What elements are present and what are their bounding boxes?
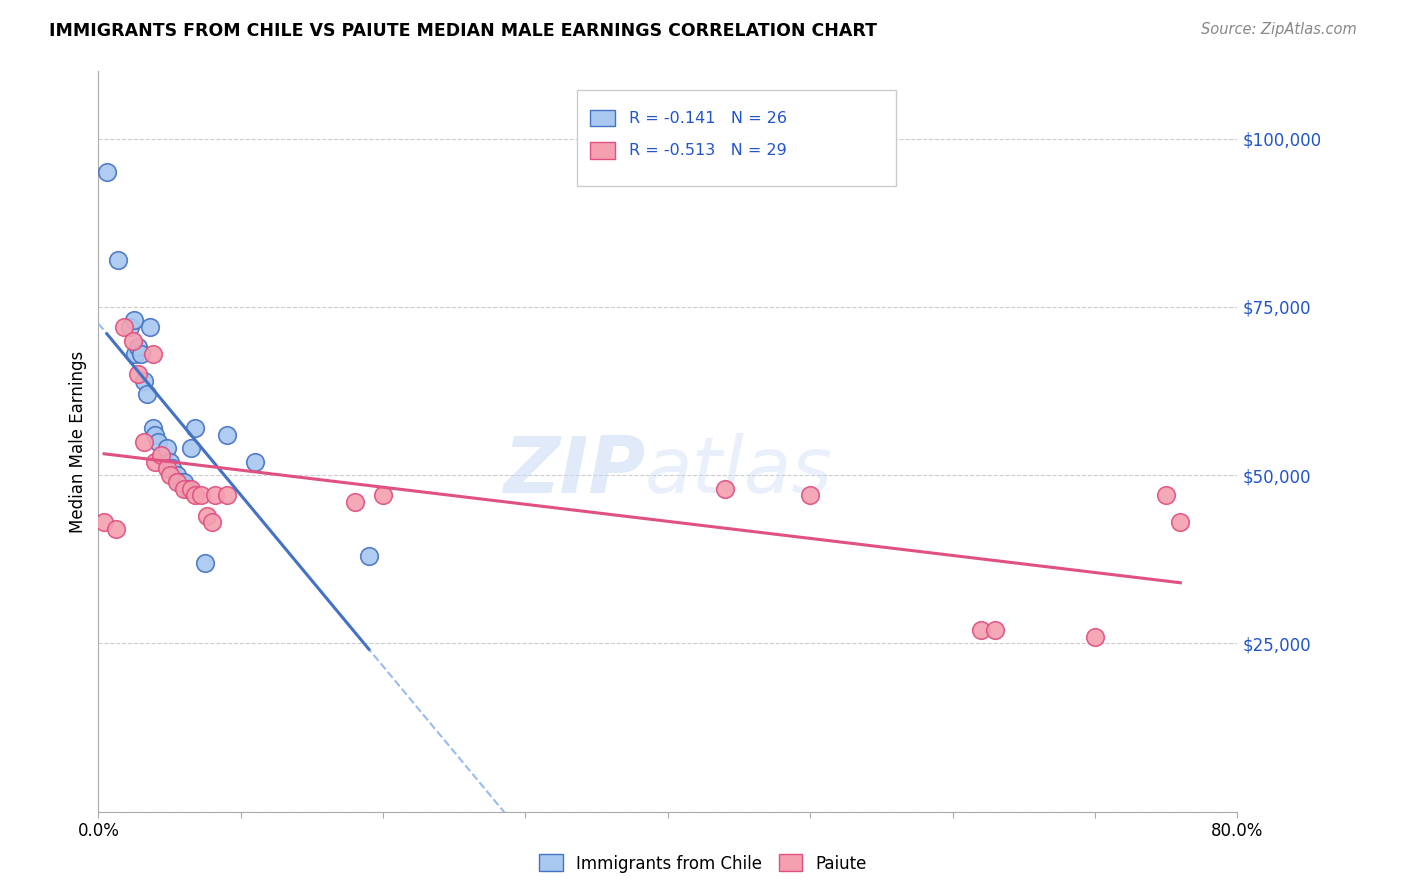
Point (141, 421, 163, 435)
Point (180, 482, 202, 496)
Point (970, 623, 993, 637)
Point (145, 427, 167, 442)
Point (156, 442, 179, 456)
Point (93, 516, 115, 530)
Point (121, 334, 143, 348)
Point (159, 468, 181, 483)
Text: atlas: atlas (645, 434, 832, 509)
Point (166, 475, 188, 489)
Point (129, 347, 152, 361)
Point (150, 448, 173, 462)
Y-axis label: Median Male Earnings: Median Male Earnings (69, 351, 87, 533)
Point (184, 488, 207, 502)
Point (104, 522, 127, 536)
FancyBboxPatch shape (591, 143, 616, 159)
Point (201, 516, 224, 530)
Point (799, 488, 821, 502)
FancyBboxPatch shape (576, 90, 896, 186)
Point (204, 488, 226, 502)
Point (357, 549, 380, 563)
Point (714, 482, 737, 496)
Point (215, 427, 238, 442)
Point (243, 455, 266, 469)
Point (1170, 516, 1192, 530)
Point (127, 368, 149, 382)
Point (194, 556, 217, 570)
Point (177, 482, 200, 496)
Point (180, 442, 202, 456)
Point (173, 475, 195, 489)
Point (112, 320, 135, 334)
Point (118, 320, 141, 334)
Point (190, 488, 212, 502)
Point (170, 475, 193, 489)
Point (107, 252, 129, 267)
Point (122, 313, 145, 327)
Point (166, 468, 188, 483)
Point (343, 495, 366, 509)
Point (138, 320, 160, 334)
Point (127, 340, 149, 354)
Point (148, 434, 170, 449)
Point (145, 455, 167, 469)
Point (162, 461, 184, 475)
Point (159, 455, 181, 469)
FancyBboxPatch shape (591, 110, 616, 126)
Point (215, 488, 238, 502)
Point (1154, 488, 1177, 502)
Text: R = -0.141   N = 26: R = -0.141 N = 26 (628, 111, 787, 126)
Point (96, 165, 118, 179)
Point (135, 387, 157, 401)
Point (141, 347, 163, 361)
Point (132, 374, 155, 388)
Point (124, 347, 146, 361)
Point (195, 508, 218, 523)
Point (132, 434, 155, 449)
Legend: Immigrants from Chile, Paiute: Immigrants from Chile, Paiute (533, 847, 873, 880)
Point (373, 488, 395, 502)
Text: ZIP: ZIP (503, 434, 645, 509)
Text: IMMIGRANTS FROM CHILE VS PAIUTE MEDIAN MALE EARNINGS CORRELATION CHART: IMMIGRANTS FROM CHILE VS PAIUTE MEDIAN M… (49, 22, 877, 40)
Point (984, 623, 1007, 637)
Point (173, 482, 195, 496)
Point (156, 461, 179, 475)
Point (1084, 630, 1107, 644)
Text: R = -0.513   N = 29: R = -0.513 N = 29 (628, 143, 787, 158)
Text: Source: ZipAtlas.com: Source: ZipAtlas.com (1201, 22, 1357, 37)
Point (184, 421, 207, 435)
